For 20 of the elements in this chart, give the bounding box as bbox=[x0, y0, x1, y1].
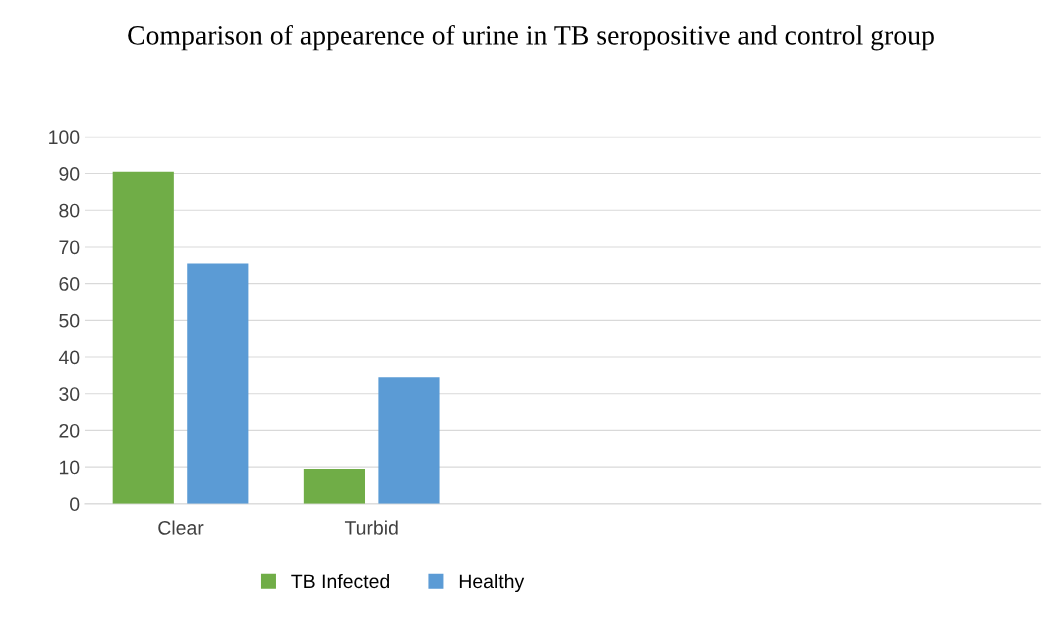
y-tick-label: 70 bbox=[59, 240, 80, 255]
bar bbox=[112, 171, 174, 504]
x-tick-label: Turbid bbox=[344, 520, 398, 535]
y-tick-label: 100 bbox=[49, 130, 80, 145]
legend-label: Healthy bbox=[459, 573, 525, 593]
y-tick-label: 60 bbox=[59, 277, 80, 291]
chart-title: Comparison of appearence of urine in TB seropositive and control group bbox=[128, 24, 934, 51]
y-tick-label: 80 bbox=[59, 203, 80, 218]
bar bbox=[378, 377, 440, 504]
legend-label: TB Infected bbox=[291, 573, 389, 589]
y-tick-label: 40 bbox=[58, 350, 80, 365]
y-tick-label: 50 bbox=[59, 313, 80, 328]
x-tick-label: Clear bbox=[158, 520, 204, 535]
y-tick-label: 0 bbox=[70, 497, 80, 512]
y-tick-label: 20 bbox=[59, 423, 80, 438]
y-tick-label: 90 bbox=[59, 167, 80, 181]
bar bbox=[187, 263, 249, 504]
y-tick-label: 10 bbox=[59, 460, 80, 475]
bar bbox=[303, 468, 366, 504]
y-tick-label: 30 bbox=[59, 387, 80, 401]
